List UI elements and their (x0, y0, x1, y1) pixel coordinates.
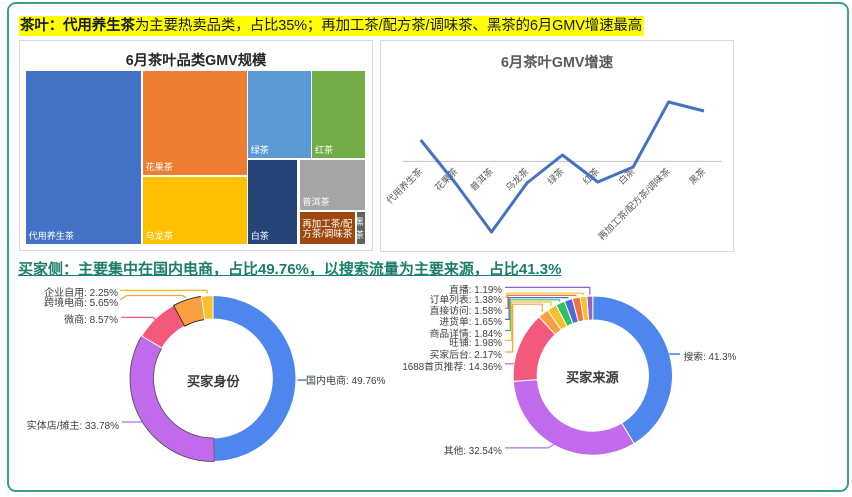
svg-text:乌龙茶: 乌龙茶 (503, 166, 530, 193)
svg-text:绿茶: 绿茶 (545, 166, 566, 187)
svg-text:普洱茶: 普洱茶 (468, 166, 495, 193)
svg-text:黑茶: 黑茶 (687, 166, 708, 187)
svg-text:代用养生茶: 代用养生茶 (384, 166, 424, 206)
